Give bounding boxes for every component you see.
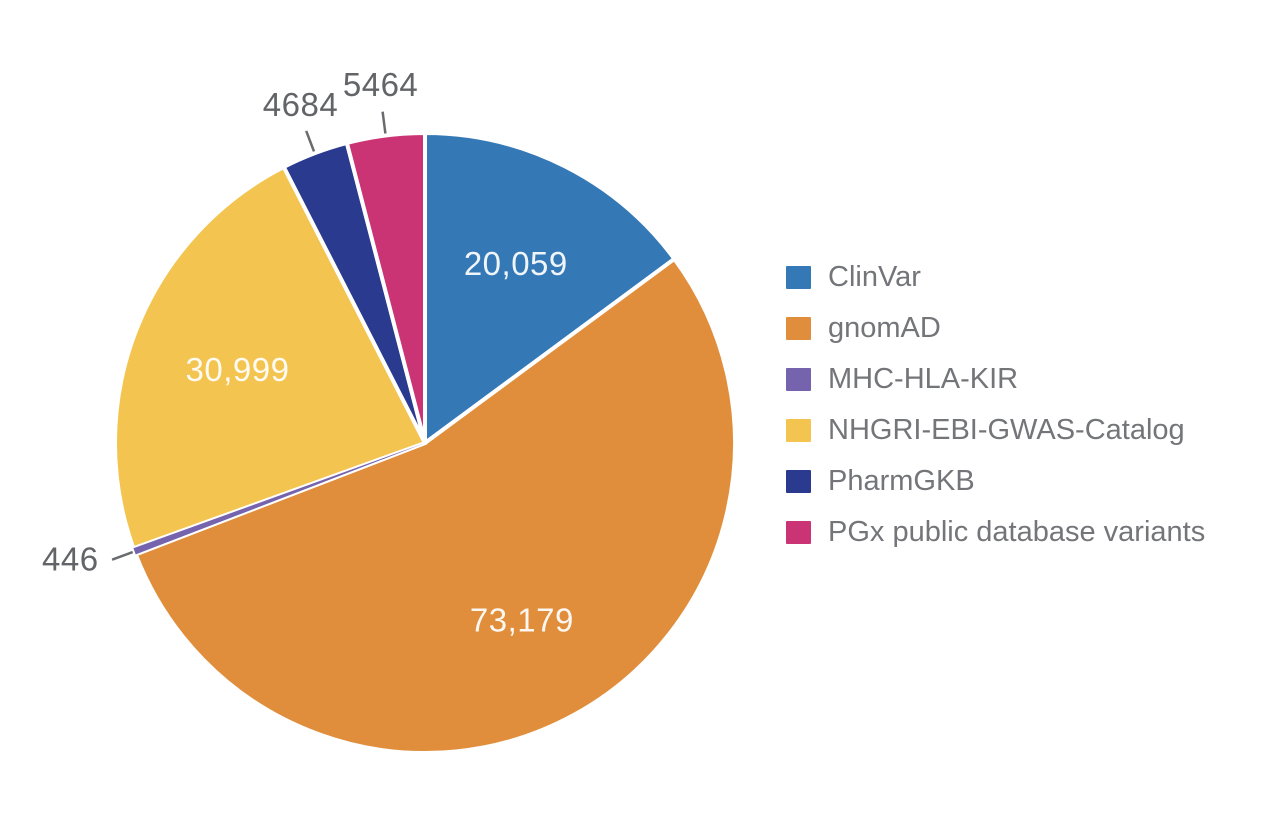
legend-item-clinvar: ClinVar (786, 260, 1205, 293)
legend-item-gnomad: gnomAD (786, 311, 1205, 344)
legend-label-gnomad: gnomAD (828, 311, 941, 344)
legend-item-mhc-hla-kir: MHC-HLA-KIR (786, 362, 1205, 395)
chart-legend: ClinVar gnomAD MHC-HLA-KIR NHGRI-EBI-GWA… (786, 260, 1206, 571)
legend-item-pharmgkb: PharmGKB (786, 464, 1205, 497)
legend-swatch-nhgri-ebi-gwas-catalog (786, 418, 811, 442)
legend-swatch-clinvar (786, 265, 811, 289)
legend-label-pharmgkb: PharmGKB (828, 464, 975, 497)
legend-label-nhgri-ebi-gwas-catalog: NHGRI-EBI-GWAS-Catalog (828, 413, 1185, 446)
slice-value-gnomad: 73,179 (470, 602, 574, 639)
legend-swatch-pgx-public-database-variants (786, 520, 811, 544)
legend-swatch-gnomad (786, 316, 811, 340)
slice-value-clinvar: 20,059 (464, 245, 568, 282)
slice-value-nhgri-ebi-gwas-catalog: 30,999 (186, 351, 290, 388)
slice-value-mhc-hla-kir: 446 (42, 541, 99, 578)
slice-value-pharmgkb: 4684 (263, 86, 338, 123)
legend-swatch-mhc-hla-kir (786, 367, 811, 391)
pie-slice-sliver-mhc-hla-kir (133, 443, 425, 555)
label-leader-pgx-public-database-variants (381, 111, 387, 134)
legend-item-pgx-public-database-variants: PGx public database variants (786, 515, 1206, 548)
pie-slice-gnomad (133, 256, 737, 755)
pie-slice-nhgri-ebi-gwas-catalog (113, 165, 427, 551)
legend-swatch-pharmgkb (786, 469, 811, 493)
legend-label-pgx-public-database-variants: PGx public database variants (828, 515, 1206, 548)
label-leader-pharmgkb (305, 130, 316, 152)
pie-slice-clinvar (423, 131, 677, 445)
label-leader-mhc-hla-kir (111, 550, 134, 561)
legend-item-nhgri-ebi-gwas-catalog: NHGRI-EBI-GWAS-Catalog (786, 413, 1205, 446)
slice-value-pgx-public-database-variants: 5464 (343, 66, 418, 103)
legend-label-mhc-hla-kir: MHC-HLA-KIR (828, 362, 1019, 395)
legend-label-clinvar: ClinVar (828, 260, 921, 293)
pie-slice-pgx-public-database-variants (344, 131, 427, 445)
